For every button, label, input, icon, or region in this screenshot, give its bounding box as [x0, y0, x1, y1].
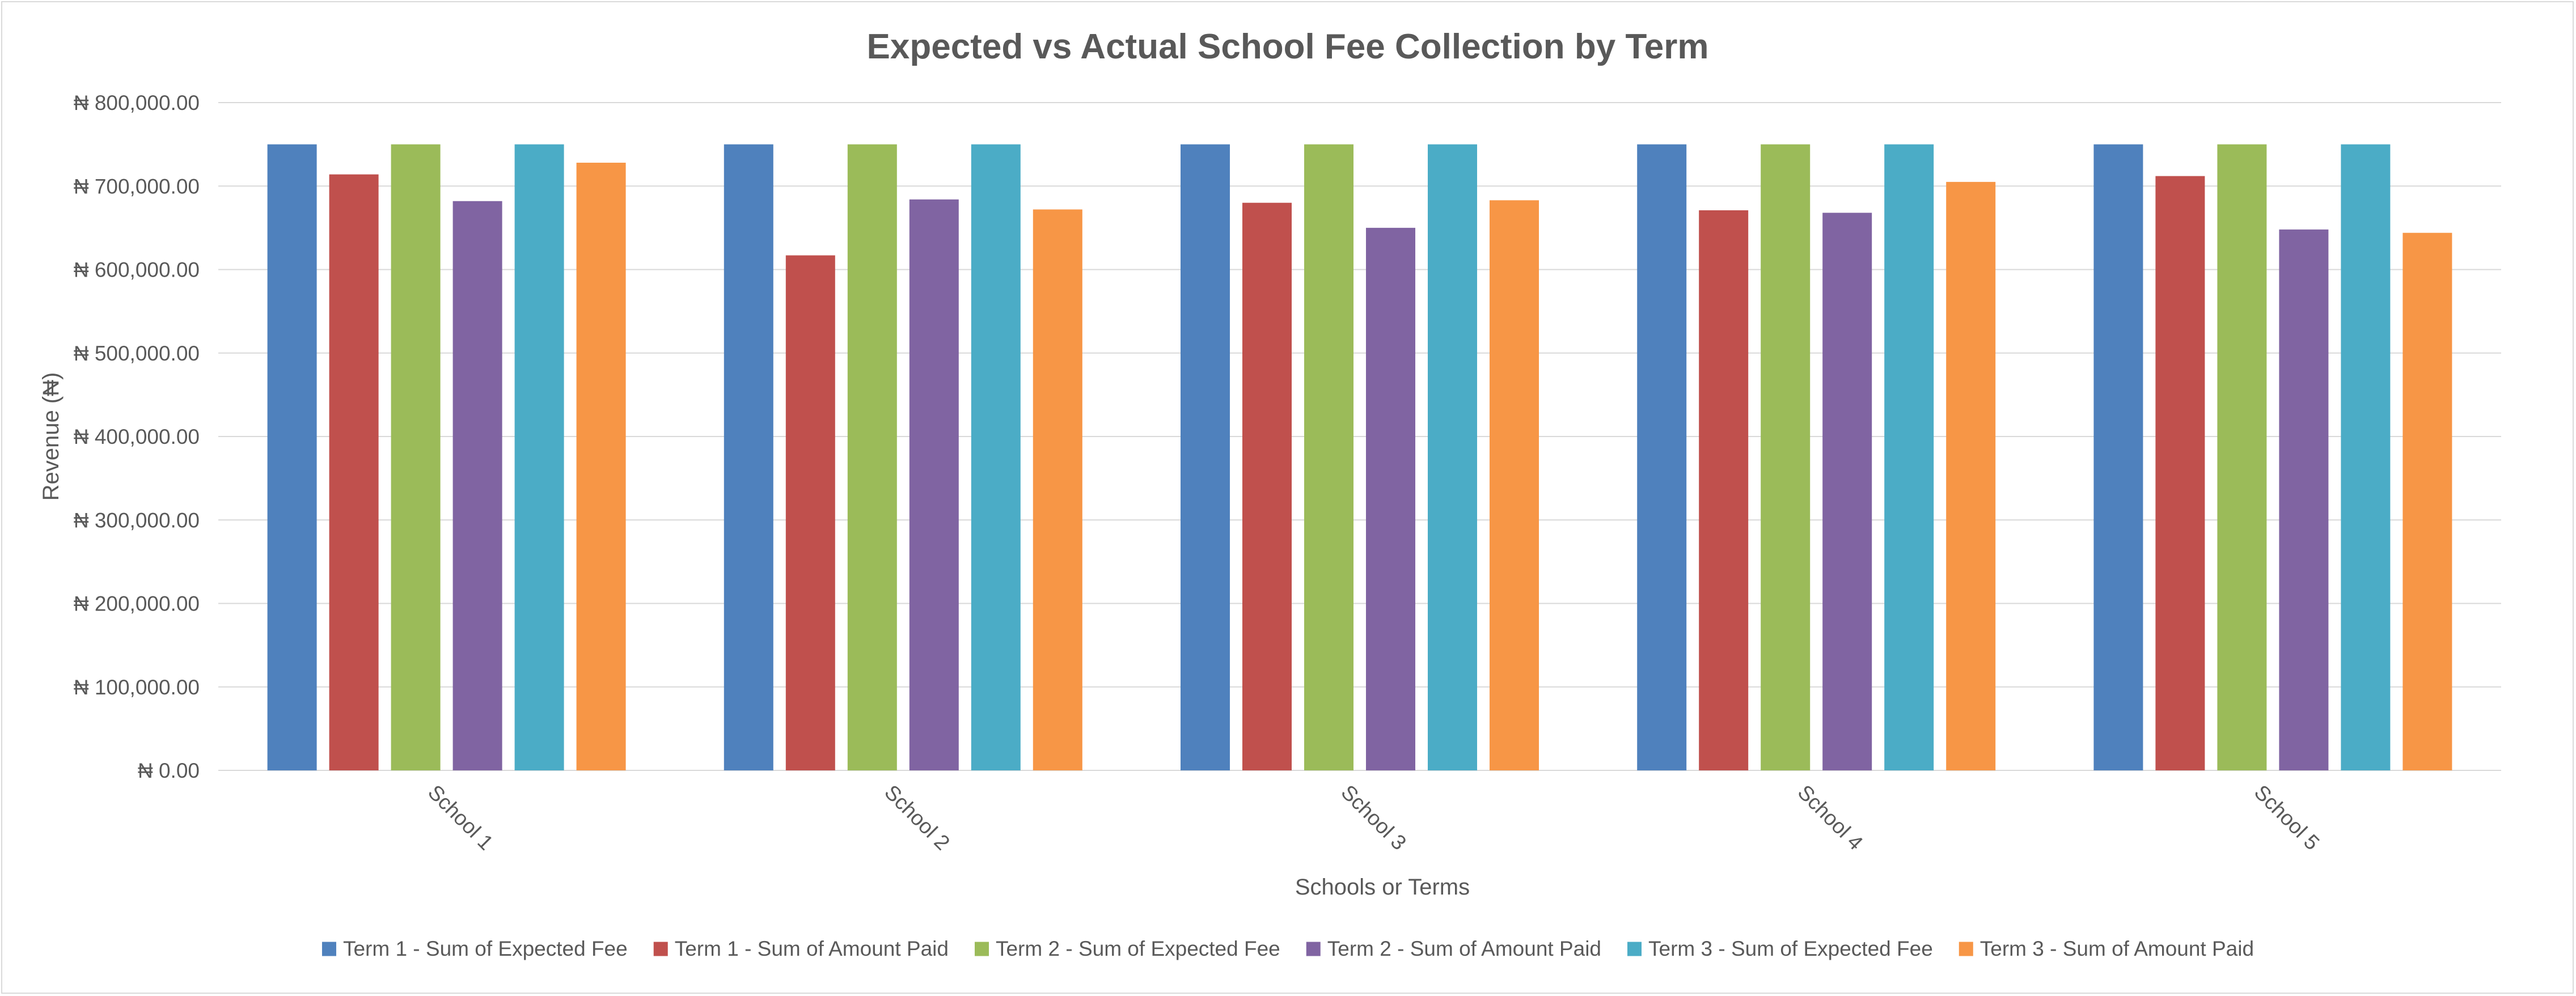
x-tick-label: School 2 — [880, 781, 954, 855]
legend: Term 1 - Sum of Expected Fee Term 1 - Sum… — [322, 937, 2254, 960]
legend-item: Term 1 - Sum of Expected Fee — [322, 937, 628, 960]
y-tick-label: ₦ 500,000.00 — [74, 342, 200, 365]
bar — [2279, 229, 2329, 770]
bar — [1761, 144, 1811, 770]
x-axis-title: Schools or Terms — [1295, 875, 1470, 900]
bars — [267, 144, 2452, 771]
legend-swatch — [653, 942, 668, 956]
legend-item: Term 2 - Sum of Expected Fee — [974, 937, 1280, 960]
bar — [2341, 144, 2391, 770]
legend-swatch — [974, 942, 989, 956]
bar — [971, 144, 1021, 770]
y-tick-label: ₦ 0.00 — [138, 759, 200, 782]
y-tick-label: ₦ 700,000.00 — [74, 175, 200, 198]
legend-label: Term 3 - Sum of Amount Paid — [1980, 937, 2254, 960]
bar — [1033, 209, 1082, 771]
y-tick-label: ₦ 100,000.00 — [74, 676, 200, 699]
bar — [391, 144, 441, 770]
legend-label: Term 1 - Sum of Amount Paid — [675, 937, 949, 960]
bar — [785, 255, 835, 770]
x-axis-tick-labels: School 1 School 2 School 3 School 4 School 5 — [424, 781, 2324, 855]
bar — [2402, 232, 2452, 771]
bar — [1428, 144, 1477, 770]
legend-item: Term 2 - Sum of Amount Paid — [1306, 937, 1601, 960]
x-tick-label: School 1 — [424, 781, 498, 855]
bar — [452, 201, 502, 770]
bar — [909, 199, 959, 770]
legend-item: Term 3 - Sum of Expected Fee — [1627, 937, 1933, 960]
x-tick-label: School 5 — [2250, 781, 2324, 855]
legend-item: Term 1 - Sum of Amount Paid — [653, 937, 949, 960]
bar — [2155, 176, 2205, 771]
legend-label: Term 1 - Sum of Expected Fee — [343, 937, 628, 960]
y-tick-label: ₦ 800,000.00 — [74, 91, 200, 115]
legend-label: Term 2 - Sum of Amount Paid — [1327, 937, 1601, 960]
x-tick-label: School 4 — [1794, 781, 1868, 855]
bar — [576, 163, 626, 770]
legend-label: Term 3 - Sum of Expected Fee — [1648, 937, 1933, 960]
bar — [1884, 144, 1934, 770]
bar — [329, 174, 379, 770]
bar — [1946, 181, 1996, 771]
bar — [847, 144, 897, 770]
y-axis-title: Revenue (₦) — [39, 372, 64, 501]
y-tick-label: ₦ 400,000.00 — [74, 425, 200, 448]
y-tick-label: ₦ 200,000.00 — [74, 592, 200, 616]
bar — [1242, 202, 1292, 770]
bar — [2093, 144, 2143, 770]
bar — [1490, 200, 1539, 771]
legend-swatch — [1627, 942, 1642, 956]
bar — [267, 144, 317, 770]
bar — [1637, 144, 1687, 770]
x-tick-label: School 3 — [1336, 781, 1411, 855]
chart-title: Expected vs Actual School Fee Collection… — [867, 27, 1709, 66]
legend-swatch — [1959, 942, 1973, 956]
y-tick-label: ₦ 600,000.00 — [74, 258, 200, 282]
bar — [514, 144, 564, 770]
legend-swatch — [322, 942, 336, 956]
bar — [1822, 213, 1872, 770]
bar — [2217, 144, 2267, 770]
legend-item: Term 3 - Sum of Amount Paid — [1959, 937, 2254, 960]
bar — [1699, 210, 1749, 770]
y-tick-label: ₦ 300,000.00 — [74, 508, 200, 532]
bar — [1366, 227, 1415, 770]
bar — [724, 144, 773, 770]
bar — [1181, 144, 1230, 770]
bar — [1304, 144, 1353, 770]
legend-swatch — [1306, 942, 1321, 956]
y-axis-tick-labels: ₦ 0.00 ₦ 100,000.00 ₦ 200,000.00 ₦ 300,000.… — [74, 91, 200, 782]
legend-label: Term 2 - Sum of Expected Fee — [996, 937, 1280, 960]
